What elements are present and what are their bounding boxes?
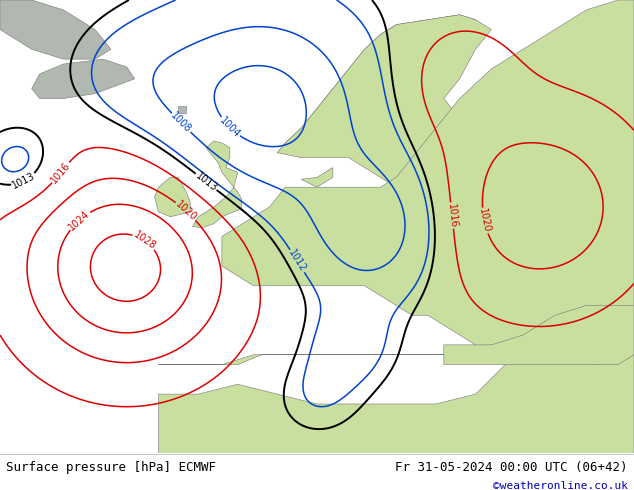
Text: 1020: 1020	[477, 208, 492, 234]
Polygon shape	[155, 177, 190, 217]
Text: 1020: 1020	[174, 199, 198, 223]
Text: Fr 31-05-2024 00:00 UTC (06+42): Fr 31-05-2024 00:00 UTC (06+42)	[395, 461, 628, 474]
Polygon shape	[278, 15, 476, 153]
Polygon shape	[193, 141, 242, 228]
Text: 1016: 1016	[446, 203, 458, 228]
Text: 1016: 1016	[49, 160, 72, 185]
Text: 1013: 1013	[193, 171, 219, 193]
Text: 1008: 1008	[169, 111, 193, 135]
Text: 1024: 1024	[67, 208, 92, 232]
Polygon shape	[158, 355, 634, 453]
Text: Surface pressure [hPa] ECMWF: Surface pressure [hPa] ECMWF	[6, 461, 216, 474]
Text: 1013: 1013	[11, 171, 37, 191]
Polygon shape	[32, 59, 134, 98]
Polygon shape	[158, 0, 634, 365]
Polygon shape	[444, 305, 634, 365]
Text: 1028: 1028	[132, 230, 158, 252]
Polygon shape	[301, 168, 333, 187]
Text: ©weatheronline.co.uk: ©weatheronline.co.uk	[493, 481, 628, 490]
Text: 1012: 1012	[287, 248, 308, 274]
Text: 1004: 1004	[217, 115, 242, 140]
Polygon shape	[278, 15, 491, 187]
Polygon shape	[0, 0, 111, 59]
Polygon shape	[178, 106, 186, 113]
